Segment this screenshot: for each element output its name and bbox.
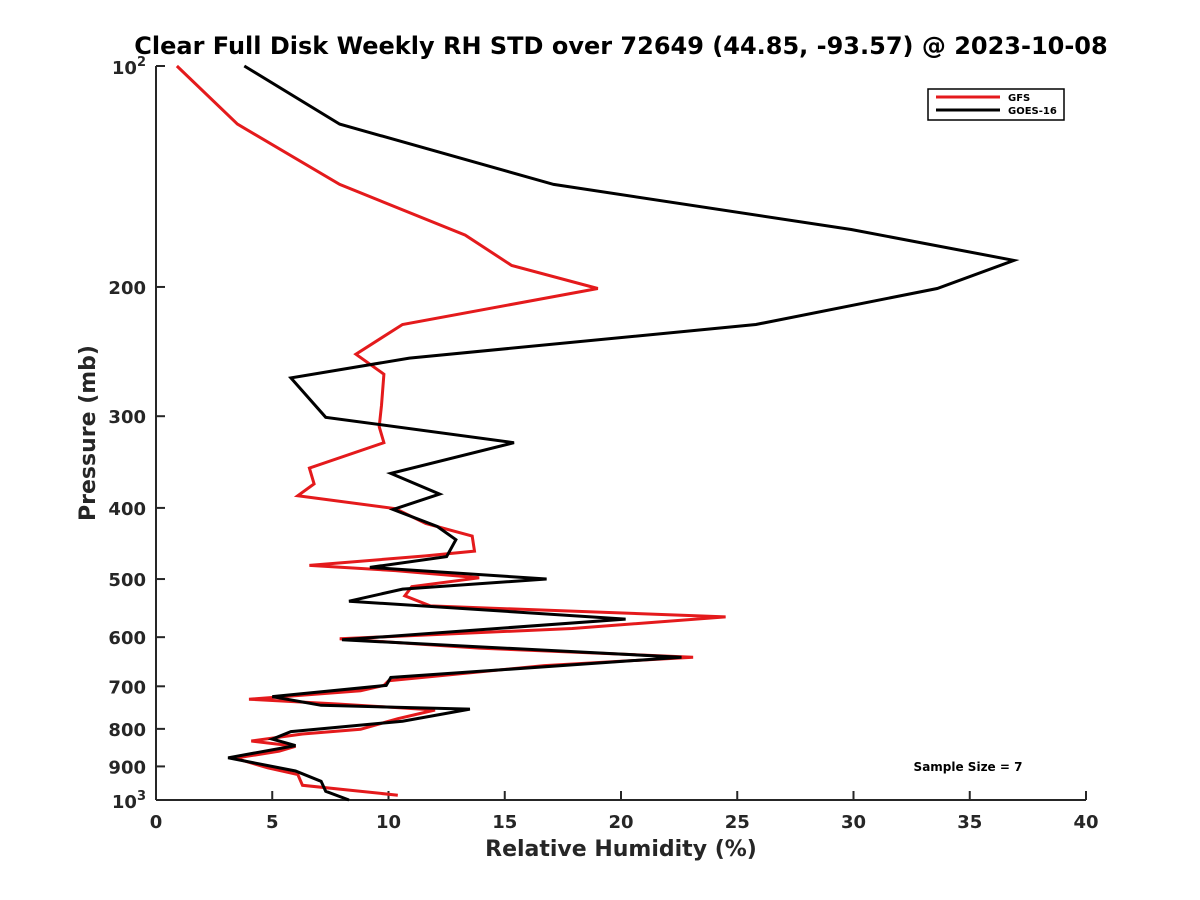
x-tick-label: 40 [1073, 812, 1098, 833]
y-tick-label: 103 [112, 789, 146, 813]
series-line-gfs [175, 64, 726, 797]
y-tick-label: 500 [108, 570, 146, 591]
x-axis-label: Relative Humidity (%) [485, 837, 757, 862]
y-tick-exponent: 3 [137, 789, 146, 804]
x-tick-label: 10 [376, 812, 401, 833]
series-line-goes16 [227, 64, 1020, 802]
sample-size-annotation: Sample Size = 7 [914, 760, 1023, 774]
y-tick-label: 400 [108, 499, 146, 520]
series-layer [175, 64, 1020, 802]
y-tick-label: 800 [108, 720, 146, 741]
legend-label-gfs: GFS [1008, 93, 1030, 104]
y-tick-label: 300 [108, 407, 146, 428]
y-tick-label: 700 [108, 677, 146, 698]
y-tick-base: 10 [112, 58, 137, 79]
y-tick-label: 600 [108, 628, 146, 649]
x-tick-label: 5 [266, 812, 279, 833]
legend-label-goes16: GOES-16 [1008, 106, 1057, 117]
x-tick-label: 15 [492, 812, 517, 833]
x-tick-label: 20 [608, 812, 633, 833]
legend-box [927, 88, 1065, 121]
y-tick-label: 200 [108, 278, 146, 299]
y-axis-label: Pressure (mb) [76, 345, 101, 521]
y-tick-exponent: 2 [137, 55, 146, 70]
y-tick-label: 102 [112, 55, 146, 79]
x-tick-label: 30 [841, 812, 866, 833]
y-tick-base: 10 [112, 792, 137, 813]
chart-title: Clear Full Disk Weekly RH STD over 72649… [134, 32, 1107, 60]
x-tick-label: 25 [725, 812, 750, 833]
legend: GFS GOES-16 [927, 88, 1065, 121]
x-tick-label: 0 [150, 812, 163, 833]
plot-area [155, 66, 1086, 801]
y-tick-label: 900 [108, 757, 146, 778]
x-ticks: 0 5 10 15 20 25 30 35 40 [150, 791, 1099, 833]
x-tick-label: 35 [957, 812, 982, 833]
